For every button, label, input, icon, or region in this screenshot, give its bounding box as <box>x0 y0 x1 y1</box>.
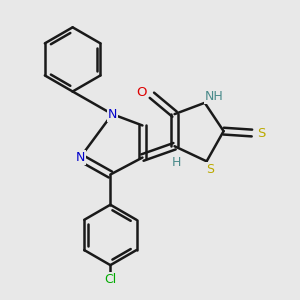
Text: NH: NH <box>205 89 224 103</box>
Text: S: S <box>257 127 266 140</box>
Text: S: S <box>206 163 214 176</box>
Text: N: N <box>108 108 117 121</box>
Text: N: N <box>76 151 85 164</box>
Text: O: O <box>136 86 147 99</box>
Text: H: H <box>172 156 181 169</box>
Text: Cl: Cl <box>104 273 116 286</box>
